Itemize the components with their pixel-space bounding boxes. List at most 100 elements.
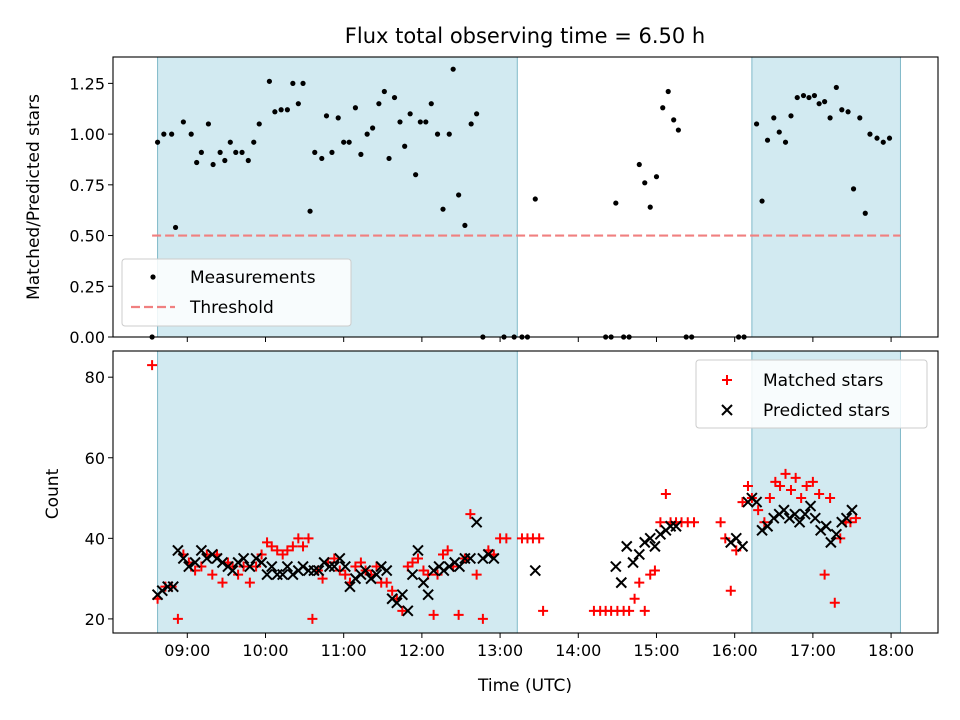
data-point (434, 131, 441, 137)
data-point (807, 476, 818, 487)
data-point (334, 565, 345, 576)
data-point (323, 113, 330, 119)
data-point (307, 613, 318, 624)
data-point (771, 115, 777, 121)
data-point (156, 584, 168, 597)
data-point (639, 536, 651, 549)
data-point (470, 516, 483, 528)
data-point (250, 552, 262, 565)
data-point (380, 564, 393, 577)
data-point (272, 545, 283, 556)
data-point (440, 206, 446, 212)
data-point (736, 540, 749, 553)
data-point (627, 556, 639, 569)
data-point (339, 560, 351, 573)
data-point (759, 198, 765, 204)
data-point (799, 508, 811, 520)
data-point (244, 577, 255, 588)
data-point (453, 560, 466, 573)
legend-label: Measurements (190, 268, 316, 288)
data-point (413, 172, 419, 178)
data-point (621, 540, 633, 553)
data-point (737, 497, 748, 508)
data-point (341, 139, 347, 145)
data-point (816, 101, 822, 107)
data-point (370, 568, 383, 581)
data-point (538, 605, 549, 616)
chart-title: Flux total observing time = 6.50 h (345, 24, 705, 48)
data-point (328, 560, 341, 573)
legend-marker (722, 375, 732, 385)
data-point (205, 121, 212, 127)
data-point (276, 568, 289, 581)
data-point (642, 180, 648, 186)
data-point (370, 125, 376, 131)
data-point (825, 493, 836, 504)
data-point (644, 532, 656, 545)
data-point (780, 468, 791, 479)
y-tick-label: 0.50 (69, 227, 105, 246)
data-point (501, 533, 512, 544)
data-point (720, 533, 731, 544)
data-point (660, 105, 666, 111)
data-point (233, 569, 244, 580)
data-point (266, 541, 277, 552)
data-point (446, 131, 452, 137)
data-point (350, 561, 361, 572)
legend-label: Predicted stars (763, 401, 890, 421)
data-point (412, 553, 423, 564)
data-point (782, 139, 789, 145)
data-point (307, 208, 313, 214)
data-point (450, 66, 456, 72)
data-point (352, 105, 359, 111)
data-point (840, 512, 853, 524)
legend-box (695, 359, 928, 429)
data-point (358, 151, 364, 157)
data-point (532, 196, 538, 202)
data-point (278, 107, 284, 113)
data-point (323, 560, 336, 573)
x-tick-label: 11:00 (321, 641, 367, 660)
legend-marker (150, 274, 156, 280)
data-point (364, 131, 370, 137)
data-point (742, 480, 753, 491)
data-point (829, 597, 840, 608)
data-point (794, 94, 800, 101)
shaded-interval (751, 56, 901, 338)
data-point (201, 552, 213, 565)
x-tick-label: 16:00 (712, 641, 758, 660)
data-point (801, 480, 812, 491)
data-point (172, 544, 184, 557)
data-point (477, 613, 488, 624)
data-point (874, 135, 880, 141)
data-point (287, 541, 298, 552)
data-point (768, 512, 780, 524)
data-point (482, 548, 495, 561)
data-point (412, 544, 424, 557)
data-point (239, 149, 245, 155)
data-point (442, 545, 453, 556)
y-tick-label: 20 (85, 610, 105, 629)
data-point (750, 496, 763, 508)
data-point (180, 119, 186, 125)
data-point (689, 517, 700, 528)
data-point (671, 117, 677, 123)
data-point (423, 119, 429, 125)
top-panel: 0.00 0.25 0.50 0.75 1.00 1.25 Measurements Thre… (69, 56, 939, 347)
data-point (256, 549, 267, 560)
data-point (312, 149, 318, 155)
y-tick-label: 80 (85, 368, 105, 387)
data-point (217, 577, 228, 588)
data-point (654, 528, 667, 541)
data-point (655, 517, 666, 528)
data-point (796, 493, 807, 504)
data-point (880, 139, 886, 145)
data-point (189, 556, 201, 569)
x-tick-label: 13:00 (477, 641, 523, 660)
y-tick-label: 0.00 (69, 328, 105, 347)
data-point (237, 552, 250, 565)
data-point (255, 556, 268, 569)
data-point (725, 585, 736, 596)
data-point (300, 80, 306, 86)
